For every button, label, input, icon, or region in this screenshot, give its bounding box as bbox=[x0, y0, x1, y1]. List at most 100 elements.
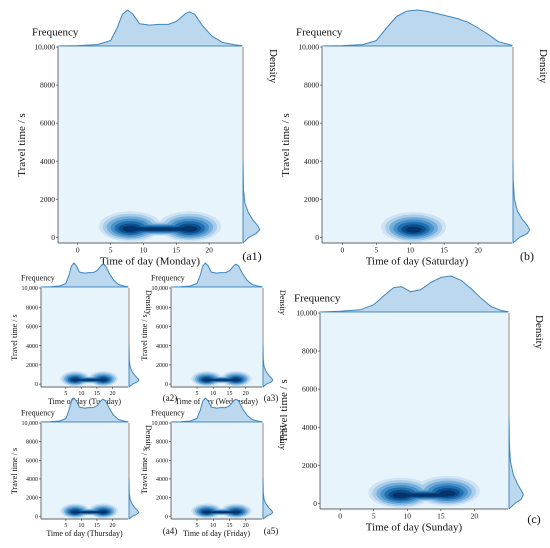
y-tick-label: 8000 bbox=[26, 440, 38, 446]
density-marginal-curve bbox=[262, 478, 274, 520]
density-marginal-curve bbox=[262, 345, 274, 388]
frequency-label: Frequency bbox=[21, 273, 55, 282]
y-tick-label: 8000 bbox=[156, 440, 168, 446]
y-axis-label: Travel time / s bbox=[140, 448, 149, 494]
y-tick-label: 0 bbox=[165, 382, 168, 388]
panel-c: 0 2000 4000 6000 8000 10,000 0 5 10 15 20 Time of d… bbox=[278, 275, 545, 534]
density-marginal-curve bbox=[512, 160, 531, 244]
panel-b: 0 2000 4000 6000 8000 10,000 0 5 10 15 20 Time of d… bbox=[280, 9, 549, 268]
x-axis-label: Time of day (Monday) bbox=[100, 256, 200, 268]
x-tick-label: 15 bbox=[437, 512, 445, 521]
plot-background bbox=[320, 313, 508, 509]
panel-label: (a1) bbox=[242, 249, 261, 263]
density-label: Density bbox=[267, 49, 279, 84]
y-tick-label: 0 bbox=[315, 233, 319, 242]
x-tick-label: 10 bbox=[210, 391, 216, 397]
x-tick-label: 10 bbox=[140, 246, 148, 255]
x-tick-label: 5 bbox=[109, 246, 113, 255]
panel-label: (b) bbox=[520, 249, 534, 263]
x-tick-label: 15 bbox=[94, 523, 100, 529]
x-tick-label: 5 bbox=[196, 523, 199, 529]
y-axis-label: Travel time / s bbox=[16, 113, 28, 176]
x-tick-label: 5 bbox=[372, 512, 376, 521]
y-tick-label: 6000 bbox=[26, 325, 38, 331]
y-tick-label: 10,000 bbox=[22, 421, 39, 427]
density-label: Density bbox=[278, 290, 287, 315]
y-tick-label: 6000 bbox=[156, 325, 168, 331]
plot-background bbox=[171, 288, 262, 387]
frequency-label: Frequency bbox=[21, 408, 55, 417]
y-tick-label: 6000 bbox=[304, 119, 319, 128]
frequency-marginal-curve bbox=[170, 262, 263, 288]
y-tick-label: 2000 bbox=[302, 461, 317, 470]
x-axis-label: Time of day (Tuesday) bbox=[48, 397, 121, 406]
x-tick-label: 0 bbox=[76, 246, 80, 255]
kde-contour-band bbox=[398, 493, 450, 497]
panel-label: (a5) bbox=[264, 526, 279, 536]
y-tick-label: 8000 bbox=[26, 305, 38, 311]
panel-label: (a4) bbox=[163, 526, 178, 536]
y-tick-label: 2000 bbox=[156, 496, 168, 502]
x-tick-label: 5 bbox=[64, 523, 67, 529]
kde-contour bbox=[71, 378, 79, 382]
kde-contour bbox=[405, 226, 422, 233]
panel-label: (a2) bbox=[163, 393, 178, 403]
kde-contour-band bbox=[205, 379, 238, 381]
density-label: Density bbox=[144, 290, 153, 315]
frequency-marginal-curve bbox=[319, 275, 509, 313]
frequency-label: Frequency bbox=[151, 408, 185, 417]
y-tick-label: 0 bbox=[165, 514, 168, 520]
y-axis-label: Travel time / s bbox=[140, 314, 149, 360]
kde-contour-band bbox=[74, 379, 105, 381]
frequency-marginal-curve bbox=[321, 9, 513, 47]
x-tick-label: 0 bbox=[340, 246, 344, 255]
kde-contour bbox=[181, 225, 198, 232]
kde-contour bbox=[71, 510, 79, 514]
density-marginal-curve bbox=[128, 478, 140, 520]
frequency-marginal-curve bbox=[57, 9, 243, 47]
x-tick-label: 20 bbox=[205, 246, 213, 255]
y-tick-label: 2000 bbox=[26, 363, 38, 369]
y-tick-label: 0 bbox=[313, 499, 317, 508]
x-axis-label: Time of day (Sunday) bbox=[366, 522, 463, 534]
frequency-label: Frequency bbox=[151, 273, 185, 282]
x-tick-label: 10 bbox=[404, 512, 412, 521]
kde-contour bbox=[99, 510, 107, 514]
y-tick-label: 2000 bbox=[40, 195, 55, 204]
y-tick-label: 4000 bbox=[156, 344, 168, 350]
density-label: Density bbox=[533, 315, 545, 350]
x-tick-label: 20 bbox=[109, 391, 115, 397]
kde-contour bbox=[122, 225, 139, 232]
y-tick-label: 6000 bbox=[40, 119, 55, 128]
panel-a1: 0 2000 4000 6000 8000 10,000 0 5 10 15 20 Time of d… bbox=[16, 9, 279, 268]
x-tick-label: 5 bbox=[196, 391, 199, 397]
y-tick-label: 10,000 bbox=[296, 309, 317, 318]
y-tick-label: 4000 bbox=[26, 344, 38, 350]
y-tick-label: 8000 bbox=[302, 347, 317, 356]
x-axis-label: Time of day (Thursday) bbox=[46, 529, 123, 538]
density-marginal-curve bbox=[128, 345, 140, 388]
x-axis-label: Time of day (Saturday) bbox=[366, 256, 469, 268]
y-tick-label: 2000 bbox=[156, 363, 168, 369]
y-tick-label: 0 bbox=[51, 233, 55, 242]
y-tick-label: 10,000 bbox=[298, 43, 319, 52]
kde-contour-band bbox=[205, 511, 238, 513]
x-tick-label: 15 bbox=[227, 391, 233, 397]
y-axis-label: Travel time / s bbox=[280, 113, 292, 176]
frequency-marginal-curve bbox=[170, 397, 263, 423]
x-tick-label: 10 bbox=[210, 523, 216, 529]
kde-contour bbox=[202, 378, 211, 382]
density-label: Density bbox=[278, 425, 287, 450]
kde-contour bbox=[392, 492, 409, 499]
x-tick-label: 15 bbox=[94, 391, 100, 397]
plot-background bbox=[322, 47, 512, 243]
density-label: Density bbox=[144, 425, 153, 450]
y-tick-label: 2000 bbox=[304, 195, 319, 204]
density-label: Density bbox=[537, 49, 549, 84]
density-marginal-curve bbox=[242, 160, 261, 244]
y-tick-label: 6000 bbox=[302, 385, 317, 394]
x-tick-label: 10 bbox=[78, 391, 84, 397]
